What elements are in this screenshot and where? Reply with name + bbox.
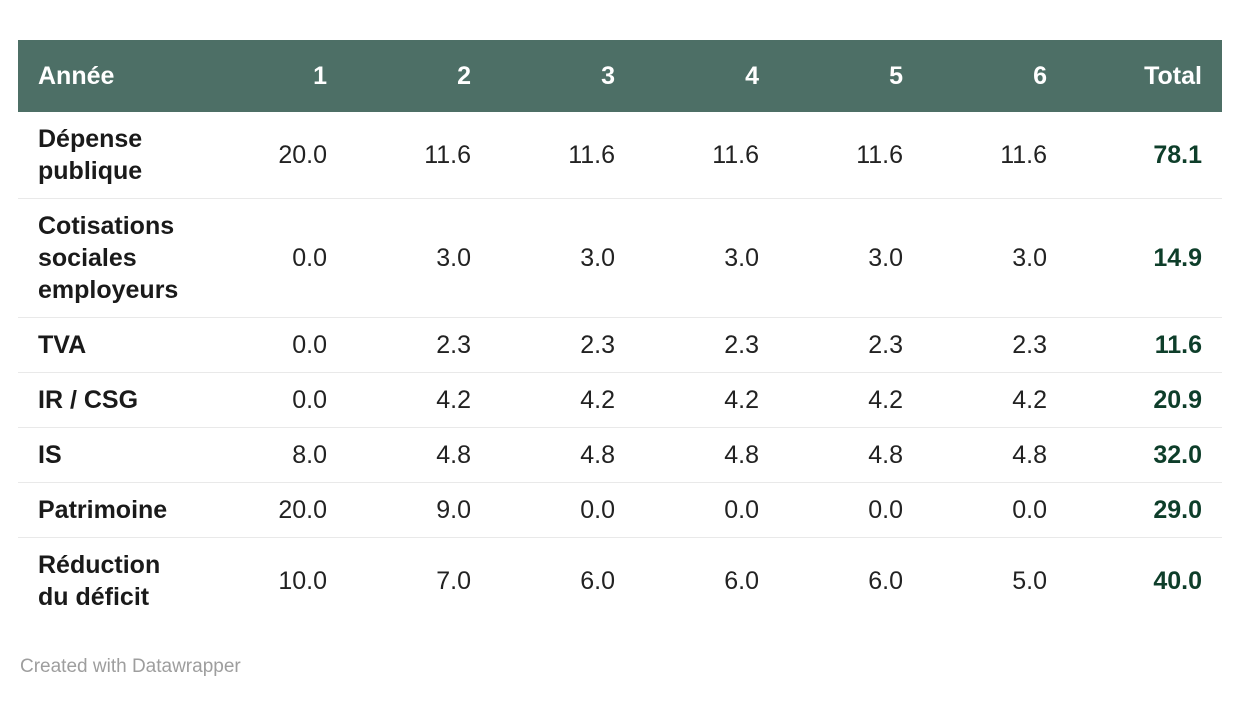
cell-value: 4.8: [1012, 441, 1047, 469]
cell-value: 6.0: [724, 567, 759, 595]
cell-total: 20.9: [1153, 386, 1202, 414]
row-label: Cotisations sociales employeurs: [38, 212, 179, 304]
cell-value: 9.0: [436, 496, 471, 524]
cell-value: 4.8: [436, 441, 471, 469]
cell-value: 0.0: [292, 386, 327, 414]
column-header-year-6: 6: [928, 40, 1072, 112]
cell-value: 3.0: [1012, 244, 1047, 272]
data-table: Année 1 2 3 4 5 6 Total Dépense publique…: [18, 40, 1222, 624]
table-row-patrimoine: Patrimoine 20.0 9.0 0.0 0.0 0.0 0.0 29.0: [18, 483, 1222, 538]
cell-value: 0.0: [292, 244, 327, 272]
cell-value: 2.3: [436, 331, 471, 359]
table-row-depense-publique: Dépense publique 20.0 11.6 11.6 11.6 11.…: [18, 112, 1222, 199]
row-label: Dépense publique: [38, 125, 143, 185]
row-label: IR / CSG: [38, 386, 139, 414]
cell-total: 11.6: [1154, 331, 1202, 359]
table-header: Année 1 2 3 4 5 6 Total: [18, 40, 1222, 112]
column-header-year-3: 3: [496, 40, 640, 112]
cell-total: 32.0: [1153, 441, 1202, 469]
cell-total: 40.0: [1153, 567, 1202, 595]
table-row-ir-csg: IR / CSG 0.0 4.2 4.2 4.2 4.2 4.2 20.9: [18, 373, 1222, 428]
column-header-year-1: 1: [208, 40, 352, 112]
cell-value: 0.0: [1012, 496, 1047, 524]
cell-value: 4.2: [580, 386, 615, 414]
cell-value: 5.0: [1012, 567, 1047, 595]
cell-value: 4.8: [724, 441, 759, 469]
cell-value: 11.6: [568, 141, 615, 169]
cell-value: 10.0: [278, 567, 327, 595]
cell-value: 4.2: [724, 386, 759, 414]
cell-value: 11.6: [712, 141, 759, 169]
cell-value: 11.6: [424, 141, 471, 169]
column-header-total: Total: [1072, 40, 1222, 112]
cell-value: 2.3: [580, 331, 615, 359]
cell-total: 29.0: [1153, 496, 1202, 524]
column-header-annee: Année: [18, 40, 208, 112]
cell-total: 14.9: [1153, 244, 1202, 272]
table-row-is: IS 8.0 4.8 4.8 4.8 4.8 4.8 32.0: [18, 428, 1222, 483]
cell-value: 0.0: [580, 496, 615, 524]
cell-value: 3.0: [868, 244, 903, 272]
cell-value: 2.3: [868, 331, 903, 359]
cell-value: 2.3: [724, 331, 759, 359]
cell-value: 3.0: [580, 244, 615, 272]
cell-value: 11.6: [1000, 141, 1047, 169]
data-table-container: Année 1 2 3 4 5 6 Total Dépense publique…: [18, 40, 1222, 624]
table-row-reduction-deficit: Réduction du déficit 10.0 7.0 6.0 6.0 6.…: [18, 538, 1222, 625]
cell-value: 8.0: [292, 441, 327, 469]
row-label: IS: [38, 441, 62, 469]
cell-value: 0.0: [724, 496, 759, 524]
cell-value: 4.2: [868, 386, 903, 414]
cell-value: 20.0: [278, 141, 327, 169]
column-header-year-2: 2: [352, 40, 496, 112]
cell-total: 78.1: [1153, 141, 1202, 169]
cell-value: 4.2: [436, 386, 471, 414]
cell-value: 0.0: [292, 331, 327, 359]
cell-value: 6.0: [580, 567, 615, 595]
cell-value: 4.2: [1012, 386, 1047, 414]
cell-value: 2.3: [1012, 331, 1047, 359]
cell-value: 4.8: [580, 441, 615, 469]
cell-value: 3.0: [436, 244, 471, 272]
row-label: Réduction du déficit: [38, 551, 161, 611]
cell-value: 20.0: [278, 496, 327, 524]
table-row-tva: TVA 0.0 2.3 2.3 2.3 2.3 2.3 11.6: [18, 318, 1222, 373]
cell-value: 4.8: [868, 441, 903, 469]
cell-value: 0.0: [868, 496, 903, 524]
row-label: Patrimoine: [38, 496, 168, 524]
cell-value: 11.6: [856, 141, 903, 169]
table-row-cotisations-sociales: Cotisations sociales employeurs 0.0 3.0 …: [18, 199, 1222, 318]
cell-value: 7.0: [436, 567, 471, 595]
header-row: Année 1 2 3 4 5 6 Total: [18, 40, 1222, 112]
cell-value: 3.0: [724, 244, 759, 272]
column-header-year-5: 5: [784, 40, 928, 112]
cell-value: 6.0: [868, 567, 903, 595]
datawrapper-credit-link[interactable]: Created with Datawrapper: [20, 656, 241, 677]
row-label: TVA: [38, 331, 87, 359]
column-header-year-4: 4: [640, 40, 784, 112]
table-body: Dépense publique 20.0 11.6 11.6 11.6 11.…: [18, 112, 1222, 624]
